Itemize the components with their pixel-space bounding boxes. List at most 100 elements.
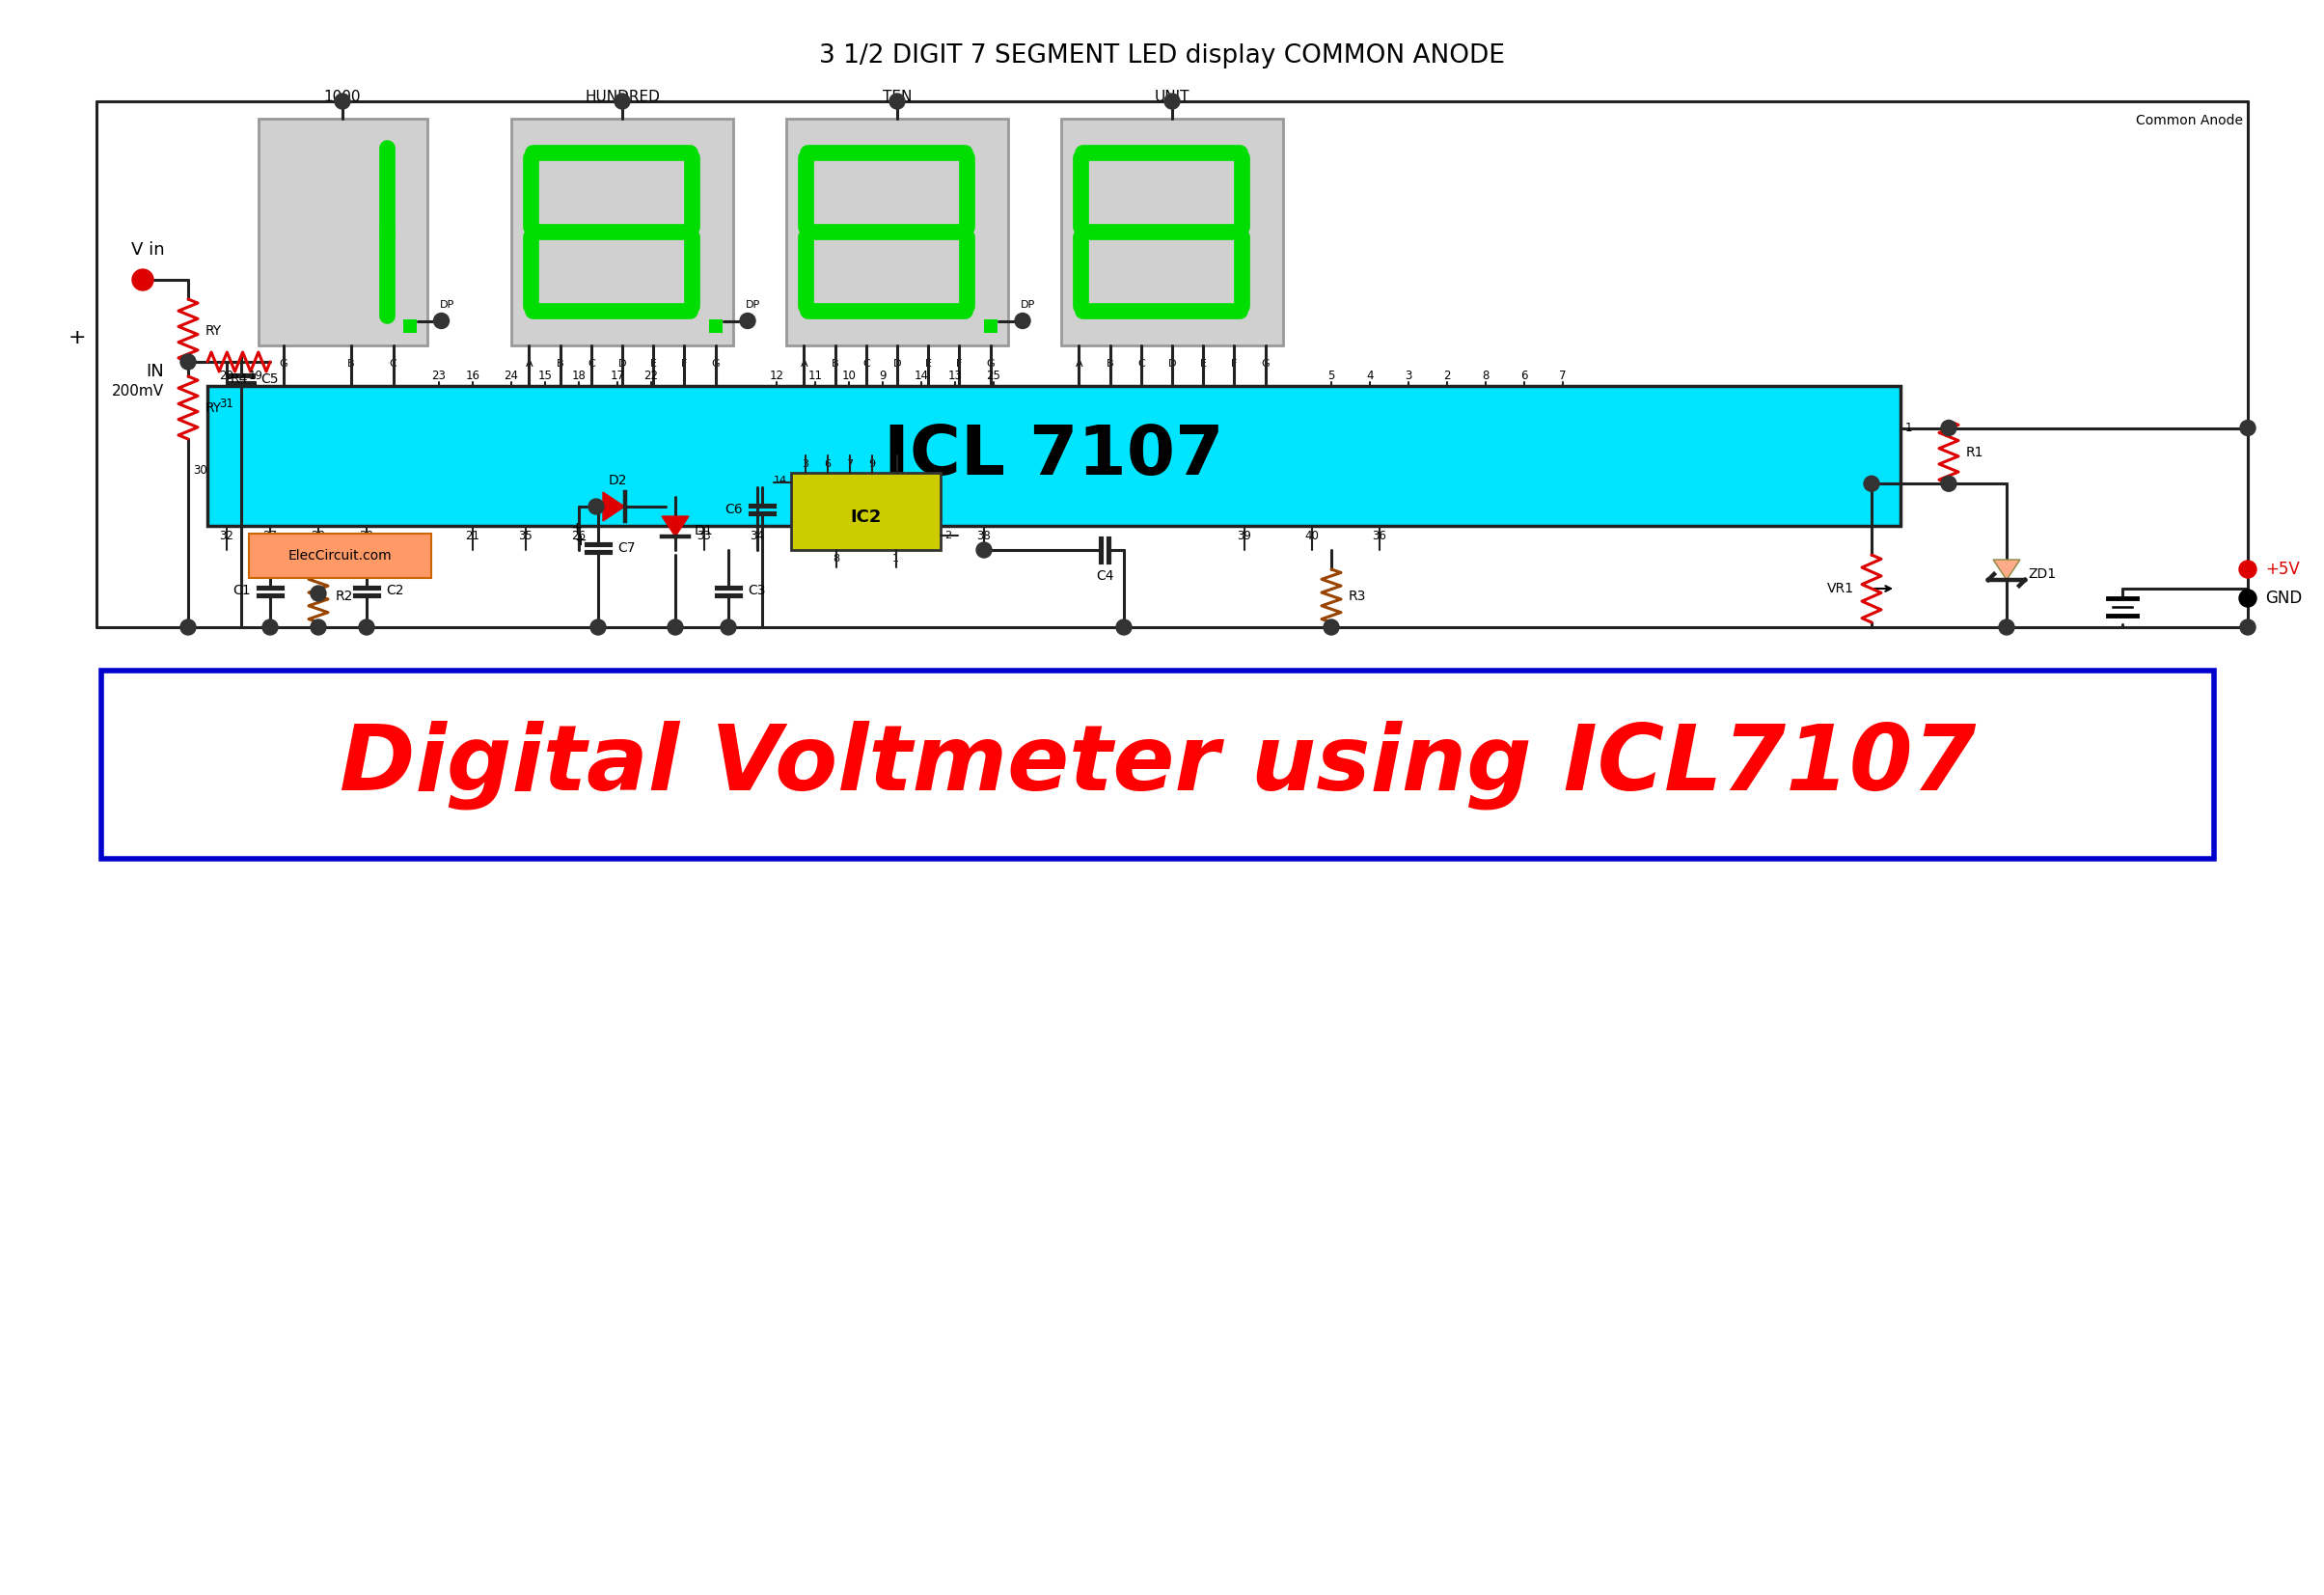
Text: 3: 3 — [1406, 370, 1413, 383]
Text: 26: 26 — [572, 530, 586, 542]
Text: C: C — [390, 359, 397, 368]
Text: 2: 2 — [1443, 370, 1450, 383]
Text: 33: 33 — [697, 530, 711, 542]
Text: E: E — [651, 359, 658, 368]
Polygon shape — [662, 517, 688, 536]
Text: D: D — [618, 359, 627, 368]
Polygon shape — [1994, 560, 2020, 581]
Text: 9: 9 — [878, 370, 885, 383]
FancyBboxPatch shape — [207, 386, 1901, 526]
Text: 24: 24 — [504, 370, 518, 383]
Text: RY: RY — [205, 324, 223, 337]
Text: A: A — [1076, 359, 1083, 368]
Text: C5: C5 — [260, 372, 279, 386]
Text: HUNDRED: HUNDRED — [586, 89, 660, 104]
Text: C2: C2 — [386, 584, 404, 598]
Text: +: + — [574, 534, 588, 549]
Text: 14: 14 — [913, 370, 930, 383]
Text: 40: 40 — [1304, 530, 1320, 542]
Bar — [983, 319, 997, 332]
Circle shape — [890, 94, 904, 108]
Text: C: C — [588, 359, 595, 368]
Text: 23: 23 — [432, 370, 446, 383]
Text: 7: 7 — [1559, 370, 1566, 383]
Polygon shape — [602, 493, 625, 522]
Text: C: C — [862, 359, 869, 368]
Text: R3: R3 — [1348, 589, 1367, 603]
Text: Common Anode: Common Anode — [2136, 113, 2243, 128]
Text: DP: DP — [746, 300, 760, 309]
Text: 16: 16 — [465, 370, 481, 383]
Text: C3: C3 — [748, 584, 765, 598]
Text: IC2: IC2 — [851, 509, 881, 526]
Text: F: F — [955, 359, 962, 368]
FancyBboxPatch shape — [1062, 118, 1283, 345]
Bar — [402, 319, 416, 332]
Text: 9: 9 — [869, 459, 876, 469]
Text: 36: 36 — [1373, 530, 1387, 542]
Text: 4: 4 — [1367, 370, 1373, 383]
Text: 28: 28 — [311, 530, 325, 542]
Text: F: F — [681, 359, 688, 368]
Text: RY: RY — [205, 400, 223, 415]
Text: 22: 22 — [644, 370, 658, 383]
Circle shape — [311, 585, 325, 601]
Circle shape — [667, 619, 683, 635]
Text: ICL 7107: ICL 7107 — [883, 423, 1225, 490]
Circle shape — [335, 94, 351, 108]
Text: VR1: VR1 — [1827, 582, 1855, 595]
Text: 6: 6 — [825, 459, 832, 469]
Circle shape — [1116, 619, 1132, 635]
Bar — [709, 319, 723, 332]
Text: E: E — [925, 359, 932, 368]
Text: 1: 1 — [1906, 421, 1913, 434]
Text: 27: 27 — [263, 530, 277, 542]
Text: C: C — [1136, 359, 1146, 368]
Text: D: D — [1169, 359, 1176, 368]
Text: UNIT: UNIT — [1155, 89, 1190, 104]
Circle shape — [2238, 590, 2257, 608]
Circle shape — [1164, 94, 1181, 108]
Text: 21: 21 — [465, 530, 481, 542]
Text: C4: C4 — [1095, 569, 1113, 582]
Circle shape — [311, 619, 325, 635]
FancyBboxPatch shape — [786, 118, 1009, 345]
Circle shape — [1864, 475, 1880, 491]
Text: D1: D1 — [695, 523, 713, 538]
Text: 6: 6 — [1520, 370, 1527, 383]
Circle shape — [1941, 475, 1957, 491]
Text: IN: IN — [146, 362, 165, 380]
FancyBboxPatch shape — [790, 472, 941, 550]
FancyBboxPatch shape — [102, 670, 2215, 858]
Circle shape — [435, 313, 449, 329]
Circle shape — [2240, 419, 2257, 435]
Text: E: E — [1199, 359, 1206, 368]
Text: 38: 38 — [976, 530, 990, 542]
Text: 3 1/2 DIGIT 7 SEGMENT LED display COMMON ANODE: 3 1/2 DIGIT 7 SEGMENT LED display COMMON… — [818, 43, 1504, 69]
Text: D2: D2 — [609, 474, 627, 488]
Text: 29: 29 — [360, 530, 374, 542]
Text: C1: C1 — [232, 584, 251, 598]
Text: DP: DP — [1020, 300, 1037, 309]
Text: R4: R4 — [230, 373, 249, 386]
Text: B: B — [346, 359, 356, 368]
Text: 3: 3 — [802, 459, 809, 469]
Text: V in: V in — [130, 241, 165, 258]
Text: B: B — [555, 359, 565, 368]
Text: 1000: 1000 — [323, 89, 360, 104]
Circle shape — [181, 354, 195, 370]
Text: 11: 11 — [890, 459, 904, 469]
Circle shape — [1016, 313, 1030, 329]
Circle shape — [132, 270, 153, 290]
Circle shape — [358, 619, 374, 635]
Text: 200mV: 200mV — [112, 383, 165, 399]
Text: 18: 18 — [572, 370, 586, 383]
Text: 30: 30 — [193, 464, 207, 477]
Text: G: G — [279, 359, 288, 368]
Text: A: A — [799, 359, 809, 368]
Text: 39: 39 — [1236, 530, 1253, 542]
Text: Digital Voltmeter using ICL7107: Digital Voltmeter using ICL7107 — [339, 719, 1975, 809]
Text: +: + — [572, 520, 583, 534]
Text: B: B — [1106, 359, 1113, 368]
Text: 11: 11 — [809, 370, 823, 383]
